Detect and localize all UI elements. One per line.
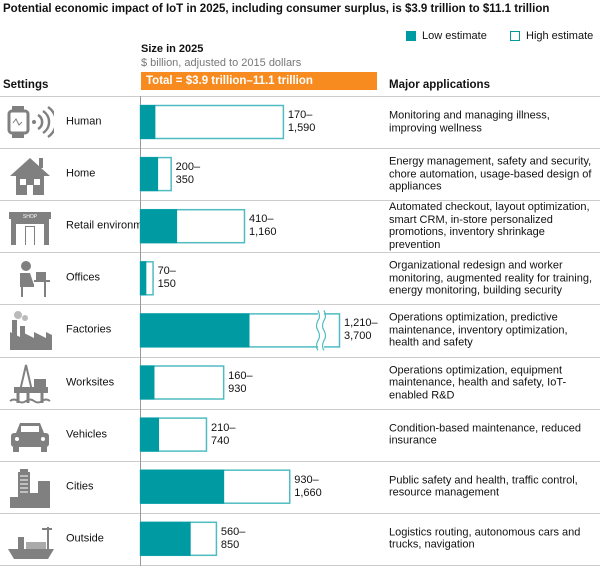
cargo-ship-icon [8, 526, 54, 559]
setting-label: Cities [66, 480, 94, 493]
value-label: 560– 850 [221, 526, 245, 552]
setting-row: Offices 70– 150 Organizational redesign … [0, 252, 600, 304]
legend-high: High estimate [510, 30, 593, 42]
oil-rig-icon [9, 364, 51, 403]
legend-low-swatch [406, 31, 416, 41]
value-label-low: 410– [248, 213, 274, 226]
value-label-high: 850 [220, 538, 240, 551]
setting-label: Outside [66, 532, 104, 545]
setting-row: Human 170– 1,590 Monitoring and managing… [0, 96, 600, 148]
value-label-high: 1,160 [248, 226, 277, 239]
value-label-low: 160– [228, 369, 253, 382]
factory-icon [10, 311, 52, 351]
settings-header: Settings [3, 79, 49, 91]
legend-high-label: High estimate [526, 30, 594, 42]
setting-label: Vehicles [66, 428, 107, 441]
setting-row: Vehicles 210– 740 Condition-based mainte… [0, 409, 600, 461]
value-label: 170– 1,590 [288, 109, 316, 135]
value-label-low: 930– [294, 473, 319, 486]
major-applications: Condition-based maintenance, reduced ins… [389, 422, 582, 447]
size-header: Size in 2025 [141, 43, 204, 55]
smartwatch-icon [7, 105, 54, 139]
major-applications: Operations optimization, predictive main… [389, 311, 568, 349]
major-applications: Operations optimization, equipment maint… [389, 363, 567, 401]
value-label-high: 740 [210, 434, 230, 447]
value-label-high: 150 [157, 278, 176, 291]
value-label: 210– 740 [211, 422, 235, 448]
value-label-high: 3,700 [344, 330, 372, 343]
value-label-low: 200– [175, 161, 201, 174]
setting-row: Outside 560– 850 Logistics routing, auto… [0, 513, 600, 565]
setting-label: Home [66, 167, 96, 180]
chart-title: Potential economic impact of IoT in 2025… [3, 3, 550, 15]
setting-label: Offices [66, 271, 101, 284]
setting-label: Retail environments [66, 219, 164, 232]
major-applications: Energy management, safety and security, … [389, 155, 592, 193]
chart-axis [140, 96, 141, 566]
house-icon [10, 158, 50, 196]
major-applications: Automated checkout, layout optimization,… [389, 201, 590, 251]
value-label: 930– 1,660 [294, 474, 322, 500]
row-divider [0, 356, 600, 358]
setting-row: Home 200– 350 Energy management, safety … [0, 148, 600, 200]
office-worker-icon [20, 261, 50, 298]
value-label: 70– 150 [158, 265, 176, 291]
value-label: 160– 930 [228, 370, 252, 396]
row-divider [0, 304, 600, 306]
major-applications: Logistics routing, autonomous cars and t… [389, 526, 581, 551]
value-label: 410– 1,160 [249, 213, 277, 239]
row-divider [0, 564, 600, 566]
legend-low: Low estimate [406, 30, 487, 42]
value-label-high: 350 [175, 174, 195, 187]
value-label-low: 1,210– [344, 317, 378, 330]
applications-header: Major applications [389, 79, 490, 91]
shop-icon: SHOP [9, 212, 51, 246]
setting-row: Cities 930– 1,660 Public safety and heal… [0, 461, 600, 513]
unit-label: $ billion, adjusted to 2015 dollars [141, 57, 302, 69]
value-label-high: 1,660 [294, 486, 322, 499]
row-divider [0, 460, 600, 462]
setting-row: SHOP Retail environments 410– 1,160 Auto… [0, 200, 600, 252]
value-label: 200– 350 [176, 161, 200, 187]
value-label-low: 70– [157, 265, 176, 278]
value-label-low: 210– [210, 421, 236, 434]
major-applications: Public safety and health, traffic contro… [389, 474, 578, 499]
row-divider [0, 252, 600, 254]
svg-text:SHOP: SHOP [23, 214, 38, 220]
row-divider [0, 96, 600, 97]
value-label: 1,210– 3,700 [344, 317, 378, 343]
value-label-high: 930 [228, 382, 247, 395]
city-buildings-icon [10, 468, 50, 508]
setting-label: Factories [66, 323, 112, 336]
row-divider [0, 408, 600, 410]
major-applications: Organizational redesign and worker monit… [389, 259, 592, 297]
legend-low-label: Low estimate [422, 30, 487, 42]
setting-label: Human [66, 115, 102, 128]
setting-row: Worksites 160– 930 Operations optimizati… [0, 357, 600, 409]
row-divider [0, 512, 600, 514]
setting-label: Worksites [66, 376, 115, 388]
total-banner: Total = $3.9 trillion–11.1 trillion [141, 72, 377, 90]
row-divider [0, 200, 600, 202]
value-label-high: 1,590 [287, 122, 316, 134]
row-divider [0, 148, 600, 150]
value-label-low: 560– [220, 525, 246, 538]
car-icon [11, 422, 49, 452]
major-applications: Monitoring and managing illness, improvi… [389, 109, 550, 135]
legend-high-swatch [510, 31, 520, 41]
value-label-low: 170– [287, 109, 313, 121]
setting-row: Factories 1,210– 3,700 Operations optimi… [0, 304, 600, 356]
